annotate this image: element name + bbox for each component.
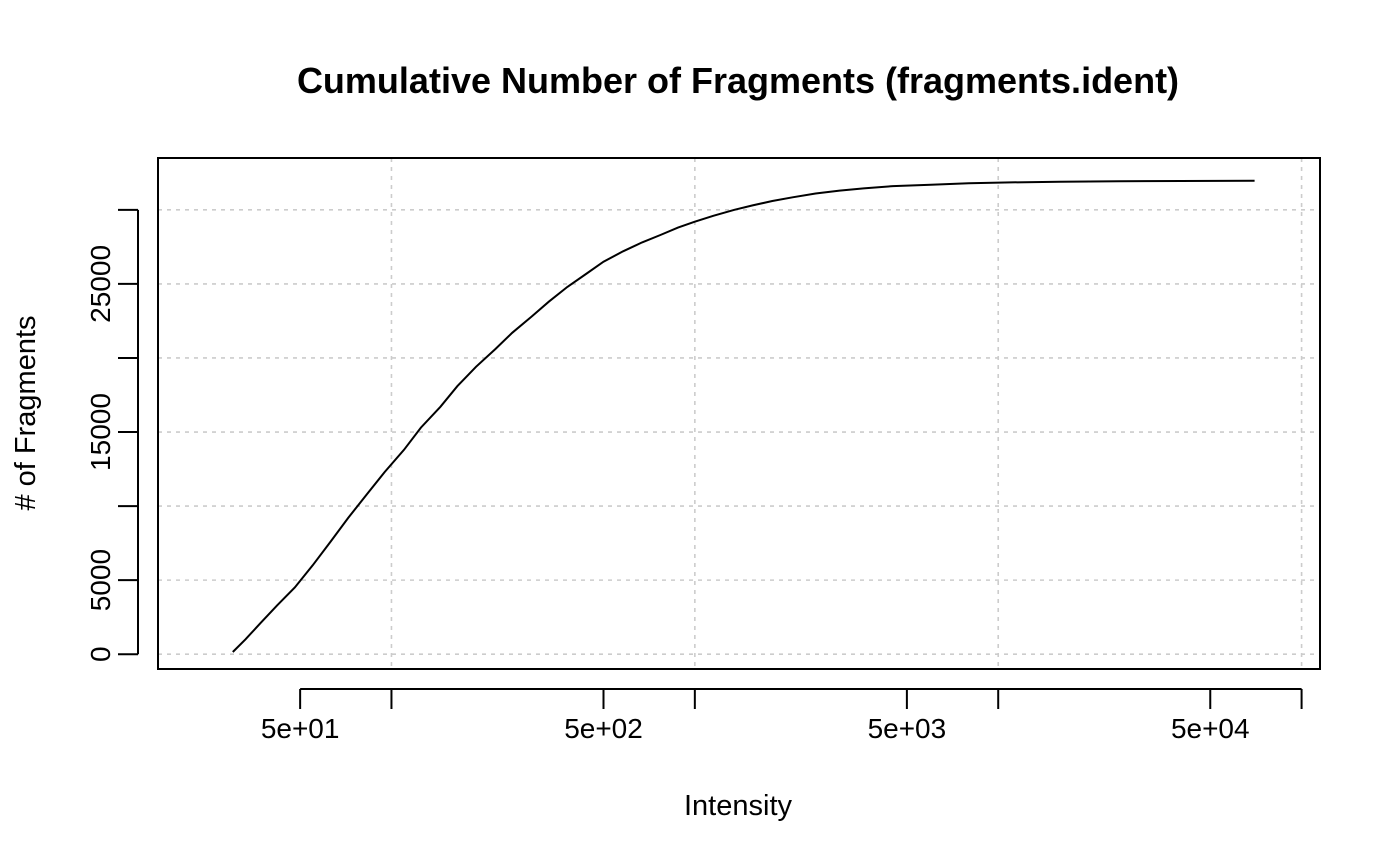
x-tick-label: 5e+04 xyxy=(1171,713,1250,744)
x-tick-label: 5e+01 xyxy=(261,713,340,744)
y-tick-label: 0 xyxy=(85,646,116,662)
y-tick-label: 15000 xyxy=(85,393,116,471)
chart-title: Cumulative Number of Fragments (fragment… xyxy=(297,60,1179,101)
x-tick-label: 5e+03 xyxy=(868,713,947,744)
y-tick-label: 25000 xyxy=(85,245,116,323)
x-tick-label: 5e+02 xyxy=(564,713,643,744)
grid-layer xyxy=(158,158,1320,669)
plot-frame xyxy=(157,157,1321,670)
y-axis-label: # of Fragments xyxy=(10,315,42,510)
y-tick-label: 5000 xyxy=(85,549,116,611)
series-layer xyxy=(232,179,1255,653)
y-axis: 0 5000 15000 25000 xyxy=(85,208,139,662)
x-axis-label: Intensity xyxy=(684,790,792,822)
x-axis: 5e+01 5e+02 5e+03 5e+04 xyxy=(261,688,1303,744)
series-line xyxy=(232,179,1255,653)
